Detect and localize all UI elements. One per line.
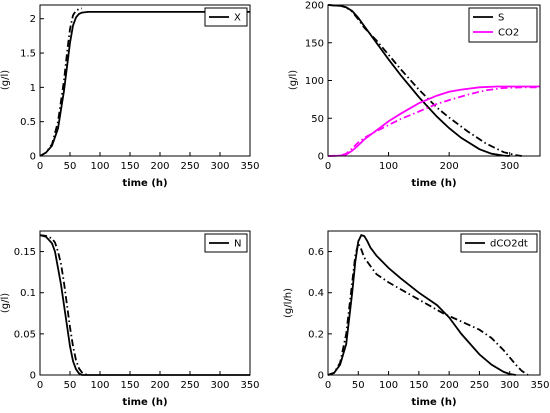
series-line-4 [327,86,540,157]
series-line-1 [327,4,510,157]
x-tick-label: 0 [37,161,43,172]
legend-label: S [498,13,504,24]
x-tick-label: 200 [150,161,169,172]
y-tick-label: 100 [305,76,324,87]
series-line-2 [39,7,83,157]
legend-label: CO2 [498,28,519,39]
x-tick-label: 350 [240,380,259,391]
series-line-1 [327,233,516,376]
x-tick-label: 300 [210,161,229,172]
x-tick-label: 150 [409,380,428,391]
x-tick-label: 0 [325,161,331,172]
x-tick-label: 100 [379,161,398,172]
x-tick-label: 0 [37,380,43,391]
y-tick-label: 150 [305,38,324,49]
x-tick-label: 200 [440,161,459,172]
x-axis-label: time (h) [122,397,167,408]
x-tick-label: 200 [150,380,169,391]
x-tick-label: 250 [180,161,199,172]
x-tick-label: 350 [530,380,549,391]
plot-frame [327,230,541,376]
y-axis-label: (g/l/h) [283,288,294,318]
series-line-2 [39,234,89,376]
y-tick-label: 0.05 [14,329,36,340]
x-tick-label: 50 [64,161,77,172]
y-tick-label: 50 [311,114,324,125]
x-tick-label: 0 [325,380,331,391]
y-tick-label: 1 [30,83,36,94]
y-tick-label: 0.2 [308,329,324,340]
x-tick-label: 200 [440,380,459,391]
x-tick-label: 250 [470,380,489,391]
y-tick-label: 200 [305,1,324,12]
x-tick-label: 300 [500,380,519,391]
x-tick-label: 350 [240,161,259,172]
y-axis-label: (g/l) [0,70,11,90]
x-tick-label: 250 [180,380,199,391]
legend [468,7,538,43]
x-tick-label: 100 [90,161,109,172]
x-tick-label: 50 [64,380,77,391]
series-line-1 [39,10,250,157]
x-tick-label: 100 [90,380,109,391]
y-tick-label: 0.5 [20,117,36,128]
y-tick-label: 0.15 [14,247,36,258]
x-tick-label: 300 [210,380,229,391]
y-tick-label: 0 [318,152,324,163]
legend [460,233,538,253]
y-axis-label: (g/l) [0,293,11,313]
legend-label: X [234,13,241,24]
panel-1: 0 50 100 150 200 250 300 350 0 0.5 1 1.5 2 time (h) (g… [0,4,260,189]
x-tick-label: 150 [120,380,139,391]
x-tick-label: 50 [352,380,365,391]
x-axis-label: time (h) [122,178,167,189]
series-line-2 [327,4,522,157]
x-tick-label: 100 [379,380,398,391]
x-tick-label: 150 [120,161,139,172]
x-axis-label: time (h) [411,178,456,189]
y-tick-label: 0 [318,371,324,382]
series-line-3 [327,85,540,157]
y-tick-label: 0.4 [308,288,324,299]
series-line-1 [39,234,250,376]
x-tick-label: 300 [500,161,519,172]
panel-2: 0 100 200 300 0 50 100 150 200 time (h) (g/l) S CO2 [288,1,541,189]
plot-frame [39,4,251,157]
legend-label: N [234,239,241,250]
plot-frame [39,230,251,376]
panel-4: 0 50 100 150 200 250 300 350 0 0.2 0.4 0.6 time (h) (… [283,230,550,408]
y-tick-label: 0 [30,371,36,382]
panel-3: 0 50 100 150 200 250 300 350 0 0.05 0.1 0.15 time (h… [0,230,260,408]
y-tick-label: 0 [30,152,36,163]
legend-label: dCO2dt [490,239,528,250]
y-tick-label: 0.1 [20,288,36,299]
y-tick-label: 0.6 [308,247,324,258]
series-line-2 [327,240,529,376]
y-axis-label: (g/l) [288,70,299,90]
x-axis-label: time (h) [411,397,456,408]
y-tick-label: 1.5 [20,49,36,60]
y-tick-label: 2 [30,14,36,25]
